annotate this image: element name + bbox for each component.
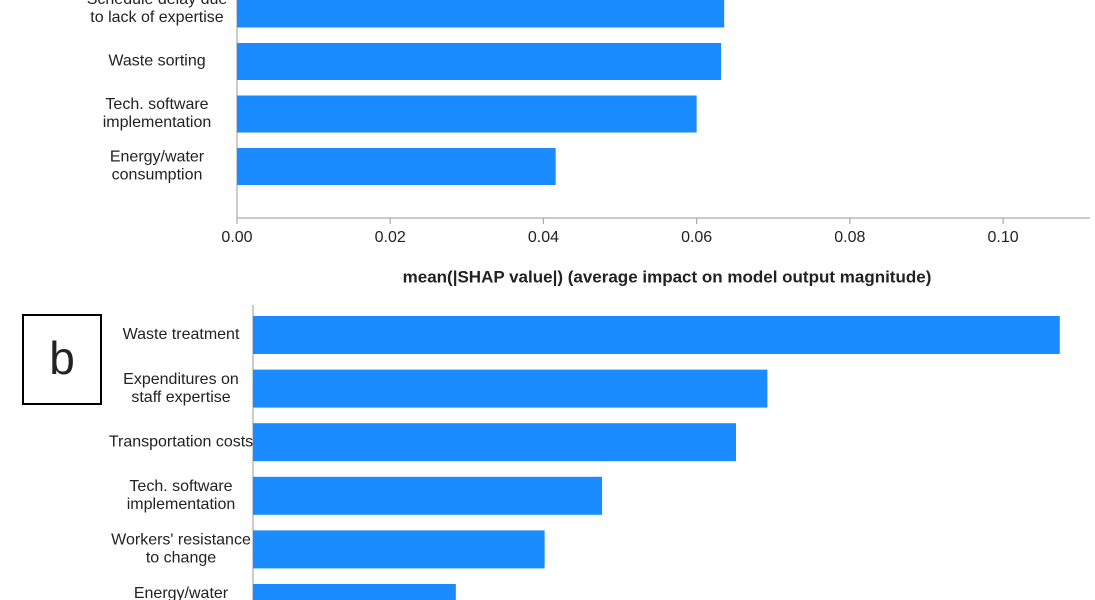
- x-axis-title: mean(|SHAP value|) (average impact on mo…: [403, 267, 932, 286]
- x-tick-label: 0.04: [528, 229, 559, 246]
- panel-label: b: [49, 332, 75, 384]
- y-tick-label: Schedule delay due: [87, 0, 228, 8]
- y-tick-label: staff expertise: [131, 389, 230, 406]
- y-tick-label: Energy/water: [134, 585, 229, 600]
- y-tick-label: implementation: [103, 114, 212, 131]
- x-tick-label: 0.00: [221, 229, 252, 246]
- y-tick-label: consumption: [112, 167, 203, 184]
- bar: [253, 584, 456, 600]
- bar: [237, 95, 697, 133]
- bar: [237, 148, 556, 185]
- y-tick-label: Energy/water: [110, 149, 205, 166]
- x-tick-label: 0.08: [834, 229, 865, 246]
- y-tick-label: to lack of expertise: [90, 9, 224, 26]
- bar: [237, 0, 725, 28]
- bar: [237, 43, 722, 80]
- bar: [253, 423, 737, 462]
- y-tick-label: implementation: [127, 496, 236, 513]
- bar: [253, 476, 603, 515]
- panel-box: [22, 314, 102, 405]
- y-tick-label: Tech. software: [129, 478, 232, 495]
- y-tick-label: Workers' resistance: [111, 532, 251, 549]
- bar: [253, 530, 545, 569]
- y-tick-label: to change: [146, 550, 216, 567]
- x-tick-label: 0.10: [988, 229, 1019, 246]
- bar: [253, 316, 1060, 354]
- x-tick-label: 0.02: [375, 229, 406, 246]
- y-tick-label: Waste treatment: [123, 326, 240, 343]
- y-tick-label: Expenditures on: [123, 371, 239, 388]
- y-tick-label: Tech. software: [105, 96, 208, 113]
- x-tick-label: 0.06: [681, 229, 712, 246]
- y-tick-label: Waste sorting: [108, 53, 205, 70]
- y-tick-label: Transportation costs: [109, 433, 253, 450]
- bar: [253, 369, 768, 408]
